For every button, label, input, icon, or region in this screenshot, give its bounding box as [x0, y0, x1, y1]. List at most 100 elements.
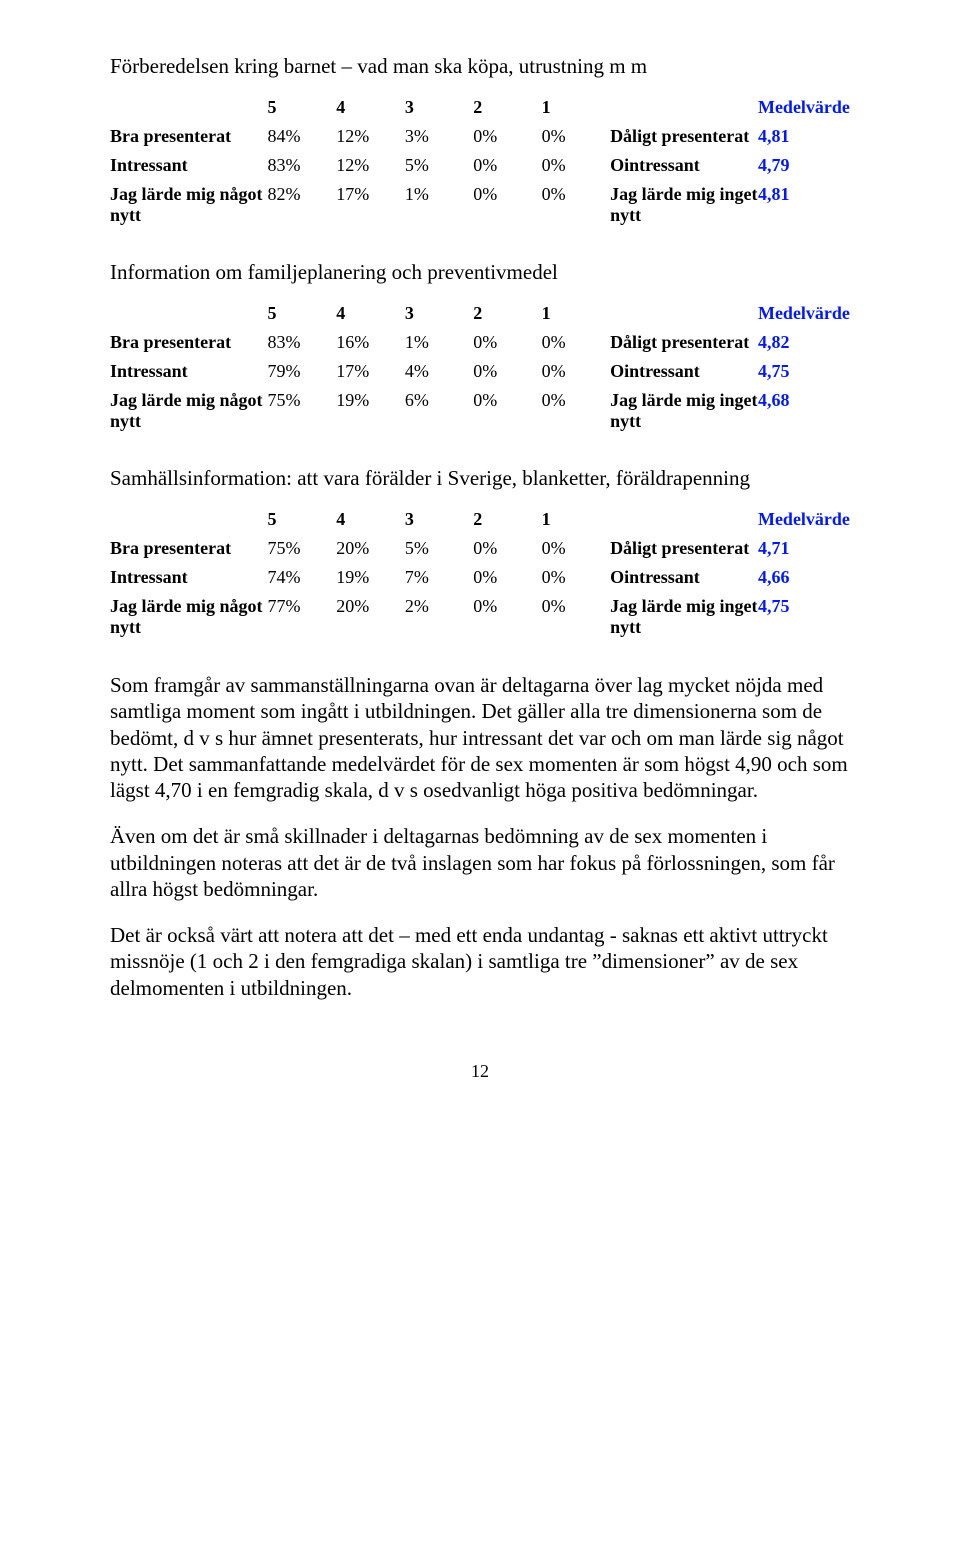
label-daligt: Dåligt presenterat: [610, 122, 758, 151]
row-bra: Bra presenterat 83% 16% 1% 0% 0% Dåligt …: [110, 328, 850, 357]
label-larde-nagot: Jag lärde mig något nytt: [110, 592, 267, 642]
cell: 82%: [267, 180, 336, 230]
mean-value: 4,82: [758, 328, 850, 357]
cell: 3%: [405, 122, 473, 151]
cell: 0%: [542, 180, 610, 230]
cell: 0%: [473, 592, 541, 642]
row-intressant: Intressant 74% 19% 7% 0% 0% Ointressant …: [110, 563, 850, 592]
label-larde-inget: Jag lärde mig inget nytt: [610, 386, 758, 436]
scale-4: 4: [336, 299, 405, 328]
label-larde-nagot: Jag lärde mig något nytt: [110, 386, 267, 436]
mean-value: 4,75: [758, 357, 850, 386]
scale-1: 1: [542, 299, 610, 328]
cell: 7%: [405, 563, 473, 592]
document-page: Förberedelsen kring barnet – vad man ska…: [0, 0, 960, 1122]
row-intressant: Intressant 83% 12% 5% 0% 0% Ointressant …: [110, 151, 850, 180]
label-intressant: Intressant: [110, 151, 267, 180]
cell: 6%: [405, 386, 473, 436]
mean-value: 4,79: [758, 151, 850, 180]
cell: 1%: [405, 328, 473, 357]
section-title: Information om familjeplanering och prev…: [110, 260, 850, 285]
cell: 4%: [405, 357, 473, 386]
scale-4: 4: [336, 93, 405, 122]
body-paragraph-2: Även om det är små skillnader i deltagar…: [110, 823, 850, 902]
cell: 0%: [542, 151, 610, 180]
row-bra: Bra presenterat 84% 12% 3% 0% 0% Dåligt …: [110, 122, 850, 151]
scale-4: 4: [336, 505, 405, 534]
cell: 74%: [267, 563, 336, 592]
scale-5: 5: [267, 93, 336, 122]
body-paragraph-1: Som framgår av sammanställningarna ovan …: [110, 672, 850, 803]
cell: 0%: [473, 122, 541, 151]
cell: 0%: [542, 122, 610, 151]
rating-table-1: 5 4 3 2 1 Medelvärde Bra presenterat 84%…: [110, 93, 850, 230]
cell: 1%: [405, 180, 473, 230]
scale-2: 2: [473, 93, 541, 122]
mean-header: Medelvärde: [758, 93, 850, 122]
body-paragraph-3: Det är också värt att notera att det – m…: [110, 922, 850, 1001]
label-bra: Bra presenterat: [110, 122, 267, 151]
cell: 83%: [267, 328, 336, 357]
cell: 75%: [267, 534, 336, 563]
cell: 20%: [336, 534, 405, 563]
mean-value: 4,75: [758, 592, 850, 642]
mean-value: 4,66: [758, 563, 850, 592]
cell: 16%: [336, 328, 405, 357]
cell: 0%: [473, 180, 541, 230]
section-1: Förberedelsen kring barnet – vad man ska…: [110, 54, 850, 230]
cell: 0%: [542, 563, 610, 592]
cell: 75%: [267, 386, 336, 436]
label-ointressant: Ointressant: [610, 151, 758, 180]
scale-3: 3: [405, 299, 473, 328]
cell: 19%: [336, 563, 405, 592]
label-daligt: Dåligt presenterat: [610, 534, 758, 563]
scale-5: 5: [267, 299, 336, 328]
cell: 0%: [542, 534, 610, 563]
label-ointressant: Ointressant: [610, 357, 758, 386]
cell: 0%: [473, 357, 541, 386]
mean-value: 4,81: [758, 122, 850, 151]
cell: 5%: [405, 534, 473, 563]
cell: 0%: [473, 386, 541, 436]
scale-3: 3: [405, 93, 473, 122]
label-ointressant: Ointressant: [610, 563, 758, 592]
cell: 0%: [473, 328, 541, 357]
cell: 12%: [336, 122, 405, 151]
cell: 12%: [336, 151, 405, 180]
cell: 0%: [542, 328, 610, 357]
table-header-row: 5 4 3 2 1 Medelvärde: [110, 505, 850, 534]
section-2: Information om familjeplanering och prev…: [110, 260, 850, 436]
cell: 0%: [542, 592, 610, 642]
row-larde: Jag lärde mig något nytt 77% 20% 2% 0% 0…: [110, 592, 850, 642]
mean-header: Medelvärde: [758, 299, 850, 328]
cell: 0%: [473, 151, 541, 180]
cell: 0%: [542, 386, 610, 436]
row-intressant: Intressant 79% 17% 4% 0% 0% Ointressant …: [110, 357, 850, 386]
cell: 77%: [267, 592, 336, 642]
label-bra: Bra presenterat: [110, 534, 267, 563]
section-title: Samhällsinformation: att vara förälder i…: [110, 466, 850, 491]
rating-table-2: 5 4 3 2 1 Medelvärde Bra presenterat 83%…: [110, 299, 850, 436]
label-bra: Bra presenterat: [110, 328, 267, 357]
rating-table-3: 5 4 3 2 1 Medelvärde Bra presenterat 75%…: [110, 505, 850, 642]
cell: 17%: [336, 357, 405, 386]
scale-5: 5: [267, 505, 336, 534]
cell: 2%: [405, 592, 473, 642]
mean-header: Medelvärde: [758, 505, 850, 534]
scale-2: 2: [473, 299, 541, 328]
scale-1: 1: [542, 93, 610, 122]
row-larde: Jag lärde mig något nytt 75% 19% 6% 0% 0…: [110, 386, 850, 436]
page-number: 12: [110, 1061, 850, 1082]
table-header-row: 5 4 3 2 1 Medelvärde: [110, 299, 850, 328]
cell: 19%: [336, 386, 405, 436]
cell: 84%: [267, 122, 336, 151]
cell: 0%: [473, 563, 541, 592]
row-bra: Bra presenterat 75% 20% 5% 0% 0% Dåligt …: [110, 534, 850, 563]
scale-2: 2: [473, 505, 541, 534]
section-3: Samhällsinformation: att vara förälder i…: [110, 466, 850, 642]
mean-value: 4,68: [758, 386, 850, 436]
scale-1: 1: [542, 505, 610, 534]
row-larde: Jag lärde mig något nytt 82% 17% 1% 0% 0…: [110, 180, 850, 230]
cell: 0%: [473, 534, 541, 563]
label-larde-inget: Jag lärde mig inget nytt: [610, 180, 758, 230]
